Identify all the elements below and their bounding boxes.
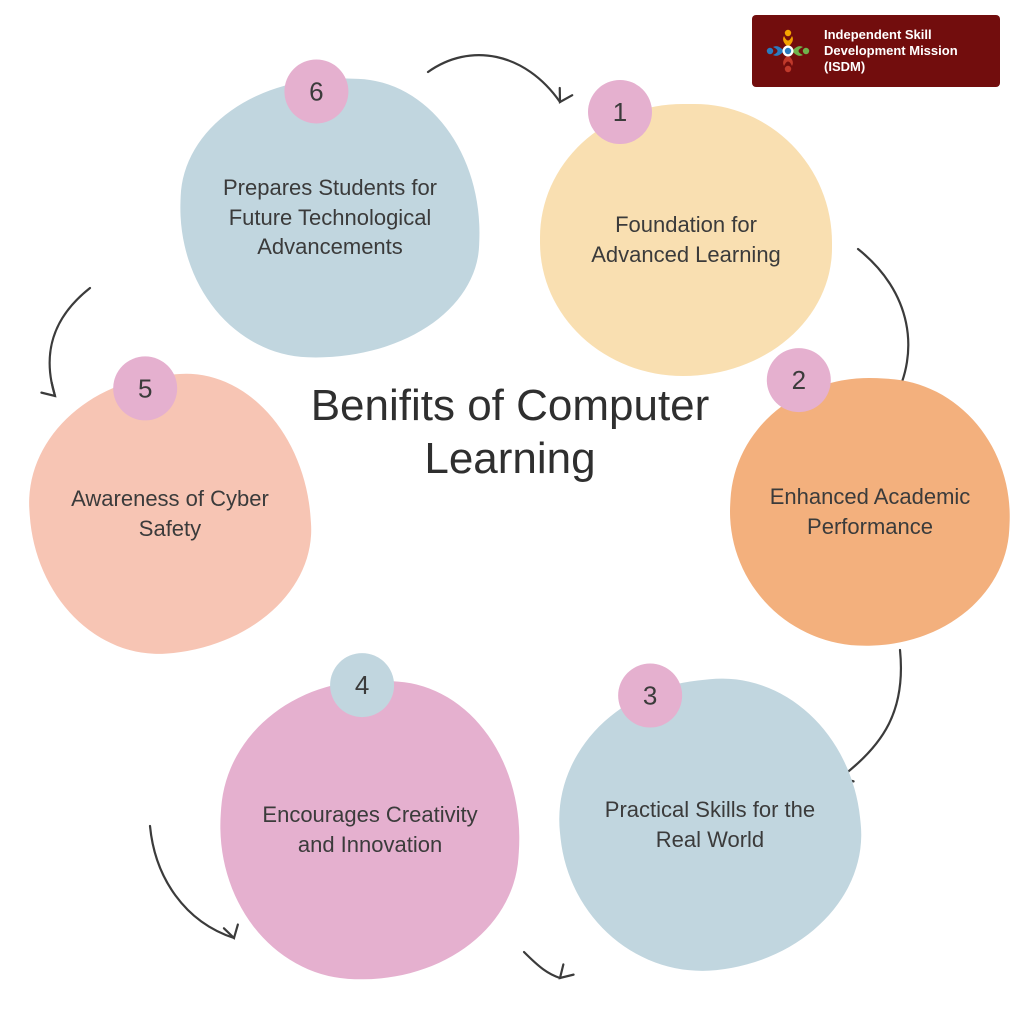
cycle-node-label: Prepares Students for Future Technologic… xyxy=(220,173,440,262)
brand-mark-icon xyxy=(762,25,814,77)
cycle-node-label: Practical Skills for the Real World xyxy=(600,795,820,854)
cycle-arrow-4 xyxy=(524,952,560,978)
cycle-node-4: Encourages Creativity and Innovation4 xyxy=(210,670,530,990)
cycle-arrow-1 xyxy=(428,55,560,102)
brand-logo: Independent Skill Development Mission (I… xyxy=(752,15,1000,87)
cycle-arrowhead-5 xyxy=(224,925,238,938)
brand-name: Independent Skill Development Mission (I… xyxy=(824,27,958,76)
cycle-node-number: 5 xyxy=(113,356,177,420)
cycle-node-2: Enhanced Academic Performance2 xyxy=(723,371,1015,653)
cycle-arrowhead-4 xyxy=(560,964,574,978)
cycle-arrowhead-6 xyxy=(41,382,55,396)
cycle-node-number: 3 xyxy=(618,664,682,728)
cycle-node-6: Prepares Students for Future Technologic… xyxy=(175,73,485,363)
cycle-arrowhead-1 xyxy=(560,88,573,102)
cycle-node-number: 1 xyxy=(588,80,652,144)
brand-line-3: (ISDM) xyxy=(824,59,958,75)
brand-line-1: Independent Skill xyxy=(824,27,958,43)
diagram-title: Benifits of Computer Learning xyxy=(310,380,710,486)
cycle-node-1: Foundation for Advanced Learning1 xyxy=(540,104,832,376)
cycle-node-label: Foundation for Advanced Learning xyxy=(576,210,796,269)
cycle-arrow-6 xyxy=(50,288,90,396)
cycle-node-label: Enhanced Academic Performance xyxy=(760,482,980,541)
brand-line-2: Development Mission xyxy=(824,43,958,59)
cycle-node-label: Encourages Creativity and Innovation xyxy=(260,800,480,859)
cycle-node-label: Awareness of Cyber Safety xyxy=(60,484,280,543)
cycle-node-number: 6 xyxy=(284,59,348,123)
cycle-node-3: Practical Skills for the Real World 3 xyxy=(546,665,875,985)
cycle-arrow-3 xyxy=(840,650,901,778)
cycle-node-5: Awareness of Cyber Safety5 xyxy=(21,366,320,663)
cycle-node-number: 4 xyxy=(330,653,394,717)
cycle-node-number: 2 xyxy=(767,348,831,412)
